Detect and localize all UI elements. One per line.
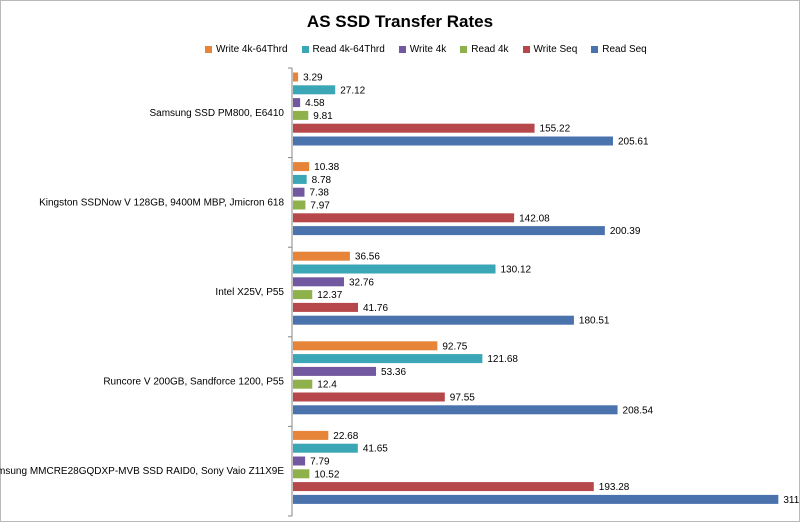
bar bbox=[293, 162, 310, 172]
data-label: 7.38 bbox=[309, 188, 329, 199]
bar bbox=[293, 315, 574, 325]
data-label: 97.55 bbox=[450, 393, 475, 404]
bar bbox=[293, 456, 306, 466]
bar bbox=[293, 443, 358, 453]
data-label: 208.54 bbox=[623, 405, 654, 416]
data-label: 27.12 bbox=[340, 85, 365, 96]
legend-item: Read Seq bbox=[591, 43, 647, 55]
legend-swatch bbox=[591, 45, 599, 53]
data-label: 32.76 bbox=[349, 277, 374, 288]
data-label: 10.52 bbox=[314, 469, 339, 480]
bar bbox=[293, 379, 313, 389]
data-label: 92.75 bbox=[442, 341, 467, 352]
bar bbox=[293, 302, 358, 312]
data-label: 200.39 bbox=[610, 226, 641, 237]
data-label: 311.86 bbox=[783, 495, 800, 506]
data-label: 53.36 bbox=[381, 367, 406, 378]
legend-label: Read 4k bbox=[471, 43, 509, 55]
data-label: 12.37 bbox=[317, 290, 342, 301]
data-label: 41.65 bbox=[363, 444, 388, 455]
data-label: 10.38 bbox=[314, 162, 339, 173]
legend-label: Read 4k-64Thrd bbox=[312, 43, 385, 55]
legend-item: Write Seq bbox=[522, 43, 578, 55]
bar bbox=[293, 264, 496, 274]
bar bbox=[293, 341, 438, 351]
bar bbox=[293, 251, 350, 261]
legend-label: Write 4k bbox=[409, 43, 447, 55]
category-label: Samsung SSD PM800, E6410 bbox=[149, 108, 284, 119]
data-label: 121.68 bbox=[487, 354, 518, 365]
legend-swatch bbox=[205, 45, 212, 53]
legend-item: Read 4k bbox=[460, 43, 509, 55]
bar bbox=[293, 226, 605, 236]
data-label: 12.4 bbox=[317, 380, 337, 391]
category-label: Kingston SSDNow V 128GB, 9400M MBP, Jmic… bbox=[39, 197, 284, 208]
data-label: 7.79 bbox=[310, 457, 330, 468]
data-label: 193.28 bbox=[599, 482, 630, 493]
bar bbox=[293, 136, 613, 146]
data-label: 22.68 bbox=[333, 431, 358, 442]
bar bbox=[293, 354, 483, 364]
bar bbox=[293, 200, 306, 210]
bar bbox=[293, 366, 377, 376]
legend-swatch bbox=[460, 45, 468, 53]
data-label: 36.56 bbox=[355, 252, 380, 263]
legend-item: Read 4k-64Thrd bbox=[301, 43, 385, 55]
data-label: 142.08 bbox=[519, 213, 550, 224]
bar bbox=[293, 110, 309, 120]
legend-item: Write 4k-64Thrd bbox=[205, 44, 288, 55]
legend-label: Read Seq bbox=[602, 43, 647, 55]
bar bbox=[293, 430, 329, 440]
category-label: Intel X25V, P55 bbox=[215, 287, 284, 298]
legend-swatch bbox=[301, 45, 309, 53]
bar bbox=[293, 277, 344, 287]
legend-swatch bbox=[398, 45, 406, 53]
bar bbox=[293, 482, 594, 492]
bar bbox=[293, 187, 305, 197]
data-label: 155.22 bbox=[540, 124, 571, 135]
legend-item: Write 4k bbox=[398, 43, 447, 55]
category-label: Runcore V 200GB, Sandforce 1200, P55 bbox=[103, 377, 284, 388]
data-label: 180.51 bbox=[579, 316, 610, 327]
bar bbox=[293, 469, 310, 479]
bar bbox=[293, 213, 515, 223]
chart-legend: Write 4k-64Thrd Read 4k-64Thrd Write 4k Rea… bbox=[205, 42, 661, 56]
data-label: 41.76 bbox=[363, 303, 388, 314]
chart-title: AS SSD Transfer Rates bbox=[306, 12, 494, 31]
data-label: 8.78 bbox=[312, 175, 332, 186]
legend-label: Write 4k-64Thrd bbox=[216, 43, 288, 55]
legend-label: Write Seq bbox=[533, 43, 578, 55]
data-label: 205.61 bbox=[618, 137, 649, 148]
legend-swatch bbox=[522, 45, 530, 53]
bar bbox=[293, 98, 301, 108]
data-label: 9.81 bbox=[313, 111, 333, 122]
bar bbox=[293, 392, 445, 402]
category-label: 2x Samsung MMCRE28GQDXP-MVB SSD RAID0, S… bbox=[0, 466, 284, 477]
bar bbox=[293, 72, 299, 82]
bar bbox=[293, 174, 307, 184]
data-label: 4.58 bbox=[305, 98, 325, 109]
bar bbox=[293, 494, 779, 504]
data-label: 7.97 bbox=[310, 201, 330, 212]
bar bbox=[293, 123, 535, 133]
data-label: 3.29 bbox=[303, 73, 323, 84]
bar bbox=[293, 85, 336, 95]
data-label: 130.12 bbox=[500, 265, 531, 276]
bar bbox=[293, 290, 313, 300]
bar bbox=[293, 405, 618, 415]
